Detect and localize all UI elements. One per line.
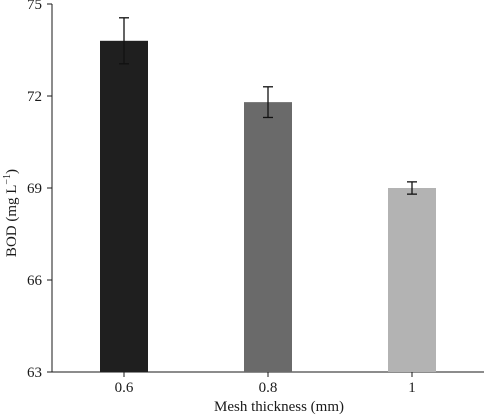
y-tick-label: 75 xyxy=(27,0,42,13)
y-tick-label: 66 xyxy=(27,273,43,289)
y-axis: 63 66 69 72 75 xyxy=(27,0,53,381)
bars xyxy=(100,40,436,373)
x-tick-label: 0.6 xyxy=(115,380,134,396)
y-axis-title: BOD (mg L−1) xyxy=(2,169,20,257)
x-tick-label: 1 xyxy=(408,380,416,396)
y-axis-title-close: ) xyxy=(4,169,20,174)
bar xyxy=(388,188,436,372)
x-axis-title: Mesh thickness (mm) xyxy=(214,399,344,415)
y-axis-title-superscript: −1 xyxy=(2,174,13,185)
y-tick-label: 72 xyxy=(27,89,42,105)
y-tick-label: 69 xyxy=(27,181,42,197)
x-tick-label: 0.8 xyxy=(259,380,278,396)
y-axis-title-main: BOD (mg L xyxy=(4,185,20,258)
x-axis: 0.6 0.8 1 xyxy=(52,371,484,396)
error-bars xyxy=(119,17,417,195)
bar xyxy=(100,40,148,373)
bar xyxy=(244,102,292,372)
y-tick-label: 63 xyxy=(27,365,42,381)
